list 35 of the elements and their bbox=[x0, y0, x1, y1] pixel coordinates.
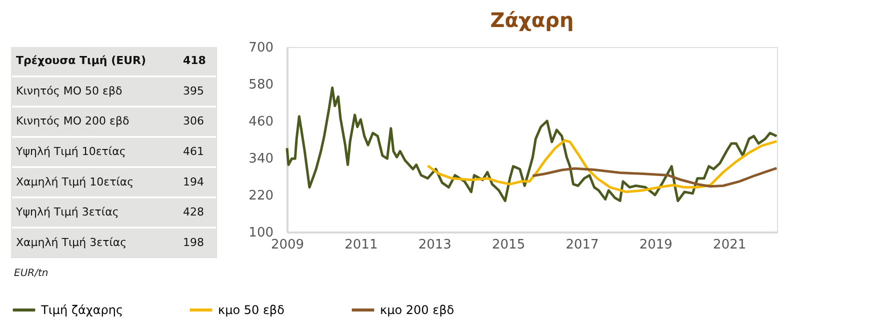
y-tick-label: 580 bbox=[248, 78, 274, 92]
category-label: Υψηλή Τιμή 10ετίας bbox=[15, 145, 126, 158]
category-label: Χαμηλή Τιμή 10ετίας bbox=[16, 175, 134, 188]
legend-label: Τιμή ζάχαρης bbox=[40, 303, 123, 317]
category-label: Κινητός ΜΟ 50 εβδ bbox=[16, 84, 122, 98]
x-tick-label: 2013 bbox=[418, 238, 452, 252]
data-label: 418 bbox=[183, 54, 206, 68]
category-label: Κινητός ΜΟ 200 εβδ bbox=[16, 114, 130, 128]
x-tick-label: 2019 bbox=[639, 238, 672, 252]
line-series bbox=[426, 139, 778, 194]
data-label: 194 bbox=[183, 175, 204, 188]
chart-title: Ζάχαρη bbox=[490, 8, 574, 32]
x-tick-label: 2015 bbox=[492, 238, 526, 252]
legend-label: κμο 200 εβδ bbox=[380, 303, 454, 317]
data-label: 198 bbox=[183, 236, 204, 249]
data-label: 461 bbox=[183, 145, 204, 158]
y-tick-label: 700 bbox=[248, 40, 274, 56]
legend-label: κμο 50 εβδ bbox=[218, 303, 284, 317]
data-label: 428 bbox=[183, 206, 204, 219]
category-label: Υψηλή Τιμή 3ετίας bbox=[15, 206, 119, 219]
line-series bbox=[286, 86, 778, 202]
x-tick-label: 2021 bbox=[713, 238, 746, 252]
text: EUR/tn bbox=[14, 268, 48, 279]
y-tick-label: 220 bbox=[248, 188, 274, 204]
data-label: 306 bbox=[183, 114, 204, 128]
x-tick-label: 2017 bbox=[566, 238, 599, 252]
line-series bbox=[531, 166, 778, 188]
y-tick-label: 460 bbox=[248, 114, 274, 130]
x-tick-label: 2011 bbox=[344, 238, 378, 252]
x-tick-label: 2009 bbox=[270, 238, 304, 252]
y-tick-label: 100 bbox=[248, 226, 274, 240]
category-label: Τρέχουσα Τιμή (EUR) bbox=[16, 54, 146, 68]
y-tick-label: 340 bbox=[248, 152, 274, 166]
category-label: Χαμηλή Τιμή 3ετίας bbox=[16, 236, 127, 249]
data-label: 395 bbox=[183, 84, 204, 98]
